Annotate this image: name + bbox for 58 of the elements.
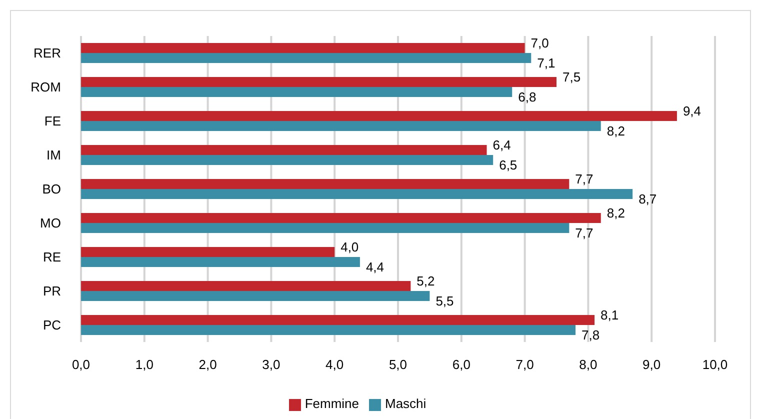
bar [81, 189, 633, 199]
bar [81, 77, 556, 87]
bar [81, 43, 525, 53]
data-label: 7,7 [575, 172, 594, 186]
bar [81, 213, 601, 223]
data-label: 4,0 [340, 240, 359, 254]
bar [81, 223, 570, 233]
bar [81, 145, 487, 155]
data-label: 7,0 [530, 36, 549, 50]
y-tick-label: RE [42, 250, 62, 265]
x-tick-label: 8,0 [579, 357, 598, 372]
x-tick-label: 5,0 [388, 357, 408, 372]
data-label: 8,2 [606, 206, 625, 220]
data-label: 7,1 [537, 56, 556, 70]
y-tick-label: FE [44, 114, 62, 129]
y-tick-label: IM [46, 148, 61, 163]
x-tick-label: 4,0 [326, 357, 344, 372]
data-label: 7,5 [562, 70, 581, 84]
y-tick-label: PR [42, 284, 61, 299]
data-label: 8,7 [638, 192, 657, 206]
data-label: 6,5 [499, 158, 518, 172]
data-label: 7,7 [575, 226, 594, 240]
data-label: 4,4 [366, 260, 384, 274]
bar [81, 315, 595, 325]
legend-label: Maschi [385, 396, 426, 411]
x-tick-label: 1,0 [135, 357, 154, 372]
x-tick-label: 0,0 [72, 357, 90, 372]
bar [81, 257, 360, 267]
y-tick-label: RER [34, 46, 61, 61]
y-tick-label: ROM [30, 80, 61, 95]
x-tick-label: 9,0 [642, 357, 661, 372]
x-tick-label: 7,0 [516, 357, 534, 372]
data-label: 5,5 [436, 294, 454, 308]
y-tick-label: BO [42, 182, 61, 197]
data-label: 6,4 [492, 138, 511, 152]
bar [81, 155, 494, 165]
data-label: 5,2 [416, 274, 435, 288]
bar [81, 291, 430, 301]
data-label: 9,4 [682, 104, 702, 118]
x-tick-label: 6,0 [452, 357, 470, 372]
x-tick-label: 2,0 [198, 357, 217, 372]
x-tick-label: 10,0 [702, 357, 728, 372]
bar [81, 121, 601, 131]
legend-label: Femmine [304, 396, 359, 411]
data-label: 7,8 [582, 328, 600, 342]
data-label: 6,8 [518, 90, 536, 104]
bar [81, 53, 532, 63]
data-label: 8,1 [600, 308, 619, 322]
bar [81, 111, 677, 121]
y-tick-label: PC [42, 318, 61, 333]
data-label: 8,2 [606, 124, 625, 138]
y-tick-label: MO [40, 216, 61, 231]
bar [81, 281, 411, 291]
bar [81, 325, 576, 335]
bar [81, 179, 570, 189]
bar [81, 247, 335, 257]
x-tick-label: 3,0 [262, 357, 280, 372]
bar [81, 87, 512, 97]
